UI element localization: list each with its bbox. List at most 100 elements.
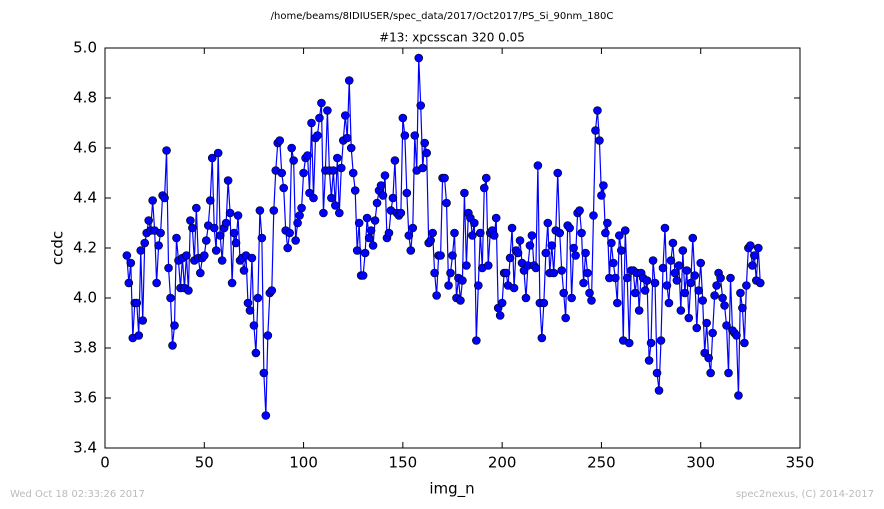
- data-point: [134, 331, 144, 340]
- data-point: [710, 291, 719, 300]
- data-point: [547, 241, 557, 250]
- data-point: [335, 208, 344, 218]
- data-point: [448, 251, 457, 260]
- data-point: [616, 246, 626, 255]
- data-point: [666, 256, 676, 265]
- data-point: [491, 213, 501, 223]
- data-point: [599, 181, 608, 190]
- data-point: [622, 273, 632, 283]
- data-point: [152, 278, 161, 288]
- data-point: [261, 411, 271, 420]
- data-point: [652, 368, 662, 378]
- data-point: [475, 228, 485, 238]
- data-point: [481, 173, 491, 183]
- data-point: [648, 256, 658, 265]
- data-point: [327, 193, 336, 203]
- data-point: [738, 303, 747, 313]
- y-tick-label: 4.6: [73, 139, 97, 157]
- data-point: [670, 268, 680, 278]
- x-tick-label: 100: [289, 454, 318, 472]
- data-point: [662, 281, 672, 290]
- data-point: [446, 268, 455, 278]
- y-tick-label: 4.8: [73, 89, 97, 107]
- data-point: [533, 161, 543, 170]
- data-point: [263, 331, 273, 340]
- data-point: [474, 281, 483, 290]
- data-point: [565, 223, 574, 233]
- data-point: [229, 228, 239, 238]
- data-point: [736, 288, 745, 298]
- data-point: [132, 298, 142, 308]
- data-point: [734, 391, 743, 400]
- x-tick-label: 250: [587, 454, 616, 472]
- chart-title: #13: xpcsscan 320 0.05: [379, 31, 525, 45]
- data-point: [227, 278, 237, 288]
- data-point: [398, 113, 408, 123]
- footer-left: Wed Oct 18 02:33:26 2017: [10, 489, 145, 500]
- data-point: [642, 276, 652, 285]
- data-point: [696, 258, 706, 268]
- data-point: [422, 148, 431, 158]
- data-point: [549, 268, 559, 278]
- data-point: [706, 368, 715, 378]
- data-point: [170, 321, 179, 330]
- data-point: [722, 321, 731, 330]
- x-tick-label: 0: [100, 454, 110, 472]
- data-point: [396, 208, 406, 218]
- data-point: [253, 293, 263, 303]
- data-point: [646, 338, 656, 348]
- data-point: [255, 206, 265, 215]
- data-point: [583, 268, 592, 278]
- data-point: [275, 136, 285, 145]
- data-point: [329, 166, 338, 175]
- data-point: [742, 281, 751, 290]
- data-point: [581, 248, 590, 258]
- data-point: [682, 266, 692, 275]
- suptitle: /home/beams/8IDIUSER/spec_data/2017/Oct2…: [271, 11, 614, 22]
- data-point: [624, 338, 634, 348]
- data-point: [698, 296, 708, 305]
- data-point: [708, 328, 717, 338]
- data-point: [418, 163, 428, 173]
- data-point: [245, 306, 255, 315]
- data-point: [740, 338, 749, 348]
- data-point: [247, 253, 257, 263]
- data-point: [166, 293, 175, 303]
- data-point: [748, 261, 757, 270]
- data-point: [315, 113, 324, 123]
- y-tick-label: 3.4: [73, 439, 97, 457]
- data-point: [614, 231, 624, 240]
- data-point: [527, 231, 537, 240]
- data-point: [303, 151, 312, 160]
- data-point: [686, 278, 696, 288]
- data-point: [372, 198, 382, 208]
- data-point: [239, 266, 249, 275]
- data-point: [660, 223, 670, 233]
- data-point: [136, 246, 146, 255]
- data-point: [160, 193, 169, 203]
- x-tick-label: 300: [686, 454, 715, 472]
- y-tick-label: 3.6: [73, 389, 97, 407]
- data-point: [346, 143, 356, 153]
- data-point: [726, 273, 735, 283]
- data-point: [126, 258, 136, 268]
- data-point: [720, 301, 729, 310]
- data-point: [521, 293, 531, 303]
- data-point: [196, 268, 205, 278]
- data-point: [601, 228, 610, 238]
- data-point: [225, 208, 235, 218]
- y-tick-label: 3.8: [73, 339, 97, 357]
- data-point: [716, 273, 725, 283]
- data-point: [162, 146, 171, 155]
- data-point: [259, 368, 269, 378]
- y-axis-label: ccdc: [49, 231, 67, 265]
- data-point: [223, 176, 233, 185]
- data-point: [613, 298, 622, 308]
- data-point: [640, 286, 650, 295]
- data-point: [217, 256, 227, 265]
- data-point: [561, 313, 570, 323]
- data-point: [678, 246, 688, 255]
- data-point: [333, 153, 342, 163]
- data-point: [724, 368, 733, 378]
- data-point: [317, 98, 326, 108]
